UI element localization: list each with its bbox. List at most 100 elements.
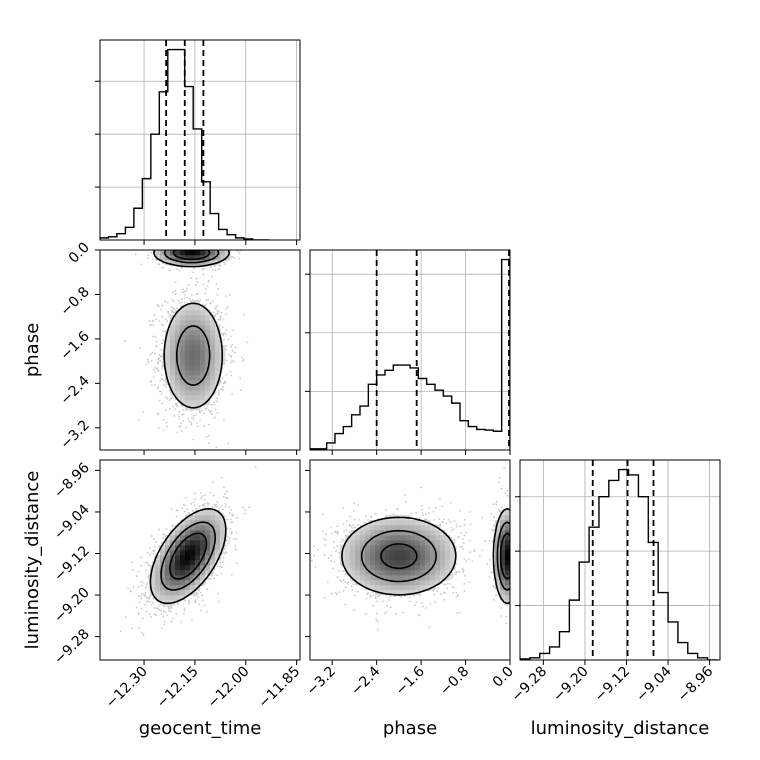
density-cell: [155, 590, 161, 596]
density-cell: [170, 565, 176, 571]
sample-point: [192, 501, 195, 504]
sample-point: [178, 425, 181, 428]
sample-point: [203, 425, 206, 428]
density-cell: [175, 370, 181, 376]
sample-point: [212, 244, 214, 246]
density-cell: [200, 540, 206, 546]
sample-point: [198, 603, 201, 606]
sample-point: [219, 557, 222, 559]
density-cell: [200, 550, 206, 556]
density-cell: [175, 395, 181, 401]
sample-point: [149, 601, 151, 603]
sample-point: [159, 360, 162, 362]
sample-point: [172, 247, 174, 249]
sample-point: [195, 293, 198, 296]
density-cell: [190, 385, 196, 391]
sample-point: [208, 423, 210, 426]
sample-point: [225, 344, 228, 347]
sample-point: [217, 592, 219, 595]
sample-point: [166, 320, 169, 323]
sample-point: [149, 553, 152, 556]
sample-point: [156, 340, 158, 343]
sample-point: [229, 370, 232, 373]
histogram-bin: [579, 562, 589, 660]
sample-point: [157, 305, 160, 308]
density-cells: [150, 510, 226, 606]
sample-point: [184, 504, 187, 507]
density-cell: [215, 330, 221, 336]
sample-point: [147, 600, 149, 602]
sample-point: [234, 346, 237, 349]
sample-point: [185, 245, 187, 247]
sample-point: [196, 246, 198, 248]
density-cell: [170, 585, 176, 591]
sample-point: [229, 508, 232, 511]
sample-point: [147, 254, 150, 257]
density-cell: [190, 515, 196, 521]
sample-point: [175, 242, 177, 244]
sample-point: [132, 569, 134, 571]
sample-point: [182, 243, 184, 245]
histogram-bin: [485, 430, 493, 450]
sample-point: [235, 538, 238, 541]
density-cell: [170, 335, 176, 341]
sample-point: [201, 246, 203, 248]
sample-point: [179, 237, 181, 239]
density-cell: [215, 345, 221, 351]
sample-point: [166, 483, 168, 485]
sample-point: [195, 277, 198, 280]
density-cell: [165, 580, 171, 586]
sample-point: [184, 301, 186, 303]
sample-point: [166, 614, 169, 617]
histogram-bin: [219, 229, 227, 240]
density-cell: [170, 595, 176, 601]
sample-point: [135, 575, 138, 577]
sample-point: [157, 244, 159, 246]
sample-point: [204, 502, 206, 505]
sample-point: [144, 587, 147, 590]
density-cell: [225, 255, 231, 261]
density-cell: [195, 575, 201, 581]
density-cell: [180, 335, 186, 341]
sample-point: [165, 386, 168, 389]
sample-point: [190, 241, 192, 243]
sample-point: [228, 245, 230, 247]
density-cell: [200, 390, 206, 396]
sample-point: [137, 586, 140, 588]
sample-point: [213, 577, 215, 580]
sample-point: [202, 244, 204, 246]
density-cell: [190, 560, 196, 566]
density-cell: [165, 370, 171, 376]
density-cell: [185, 305, 191, 311]
sample-point: [207, 577, 210, 580]
sample-point: [161, 315, 164, 318]
sample-point: [211, 247, 213, 249]
sample-point: [123, 340, 126, 343]
density-cell: [195, 370, 201, 376]
sample-point: [203, 242, 205, 244]
sample-point: [168, 408, 171, 411]
sample-point: [220, 572, 223, 575]
histogram-bin: [540, 653, 550, 660]
density-cell: [175, 580, 181, 586]
density-cell: [180, 385, 186, 391]
density-cell: [205, 515, 211, 521]
density-cell: [175, 590, 181, 596]
sample-point: [216, 293, 219, 296]
sample-point: [236, 516, 238, 519]
sample-point: [176, 405, 179, 408]
sample-point: [196, 247, 198, 249]
sample-point: [204, 246, 206, 248]
density-cell: [205, 310, 211, 316]
sample-point: [160, 627, 163, 630]
density-cell: [205, 555, 211, 561]
sample-point: [158, 359, 160, 361]
sample-point: [216, 565, 219, 568]
sample-point: [225, 295, 227, 297]
sample-point: [143, 594, 145, 596]
density-cell: [185, 545, 191, 551]
sample-point: [215, 244, 217, 246]
density-cell: [155, 580, 161, 586]
sample-point: [186, 508, 189, 511]
density-cell: [185, 370, 191, 376]
